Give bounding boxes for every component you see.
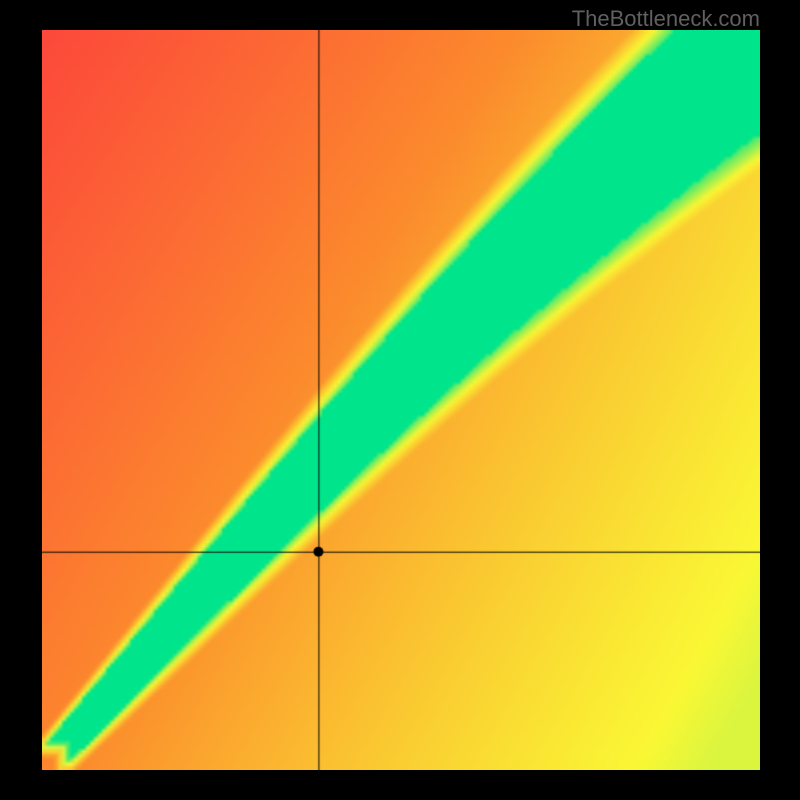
- bottleneck-heatmap: [42, 30, 760, 770]
- watermark-text: TheBottleneck.com: [572, 6, 760, 32]
